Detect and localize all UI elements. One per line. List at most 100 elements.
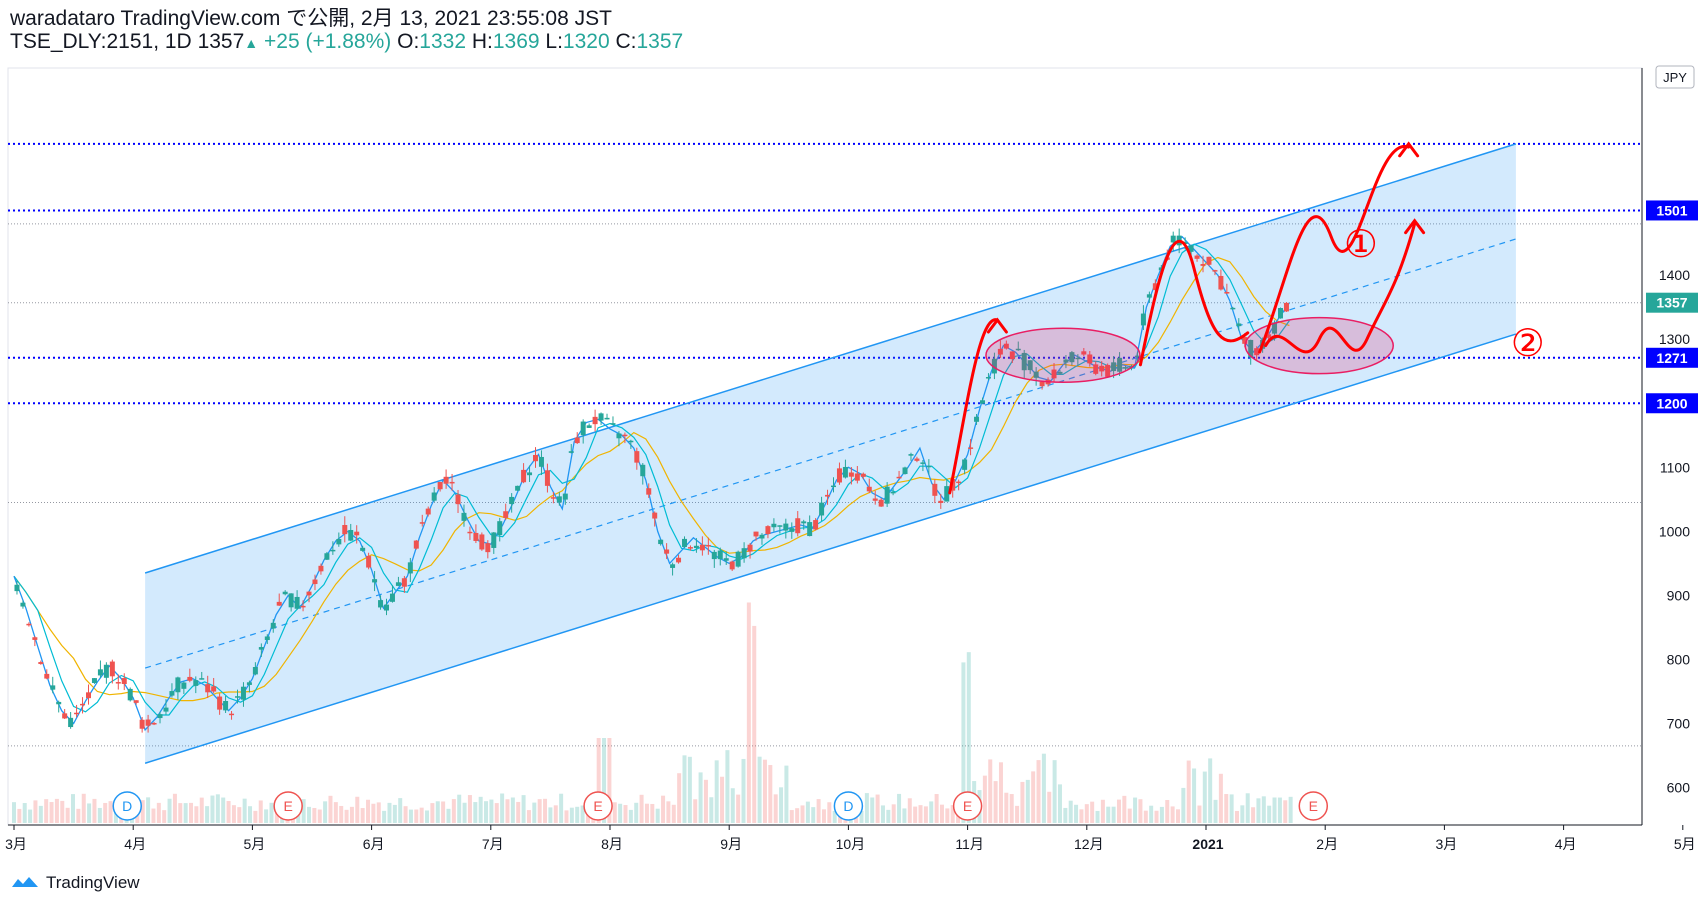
currency-badge[interactable] <box>1655 65 1695 89</box>
volume-bar <box>366 799 371 823</box>
candle-body <box>74 712 80 715</box>
tradingview-branding[interactable]: TradingView <box>10 873 140 893</box>
earnings-marker[interactable] <box>952 791 983 821</box>
volume-bar <box>12 802 16 823</box>
earnings-marker[interactable] <box>1298 791 1329 821</box>
volume-bar <box>671 804 676 823</box>
hand-drawn-path[interactable] <box>1138 239 1250 367</box>
candle-body <box>199 678 205 680</box>
channel-lower-line[interactable] <box>144 333 1517 764</box>
candle-body <box>425 508 431 515</box>
event-marker-label: E <box>1309 798 1318 814</box>
earnings-marker[interactable] <box>273 791 303 821</box>
candle-body <box>1069 352 1075 363</box>
candle-body <box>97 669 103 676</box>
volume-bar <box>961 662 966 823</box>
channel-upper-line[interactable] <box>144 143 1517 574</box>
candle-body <box>962 459 968 470</box>
candle-body <box>783 523 789 531</box>
candle-body <box>985 377 991 379</box>
volume-bar <box>682 755 687 823</box>
target-zone-ellipse[interactable] <box>1244 316 1394 375</box>
candle-body <box>1140 313 1146 326</box>
volume-bar <box>1133 797 1138 823</box>
volume-bar <box>408 809 413 823</box>
candle-body <box>789 528 795 532</box>
hand-drawn-path[interactable] <box>1258 145 1411 354</box>
volume-bar <box>108 801 113 823</box>
volume-bar <box>199 797 204 823</box>
price-chart[interactable]: ① ② 600 700 800 900 1000 1100 1200 1300 1400 1501 13… <box>0 0 1708 870</box>
volume-bar <box>1036 760 1041 823</box>
volume-bar <box>1224 794 1229 823</box>
candle-body <box>533 454 538 462</box>
candle-body <box>163 707 169 712</box>
candle-body <box>860 473 866 477</box>
price-label-text: 1357 <box>1656 295 1687 311</box>
volume-bar <box>425 810 430 823</box>
volume-bar <box>687 756 692 823</box>
candle-body <box>622 434 628 437</box>
time-tick-label: 5月 <box>244 836 266 852</box>
candle-body <box>872 498 878 501</box>
publish-info: waradataro TradingView.com で公開, 2月 13, 2… <box>10 7 612 30</box>
candle-body <box>133 700 139 703</box>
volume-bar <box>189 802 194 823</box>
candle-body <box>831 485 836 488</box>
dividend-marker[interactable] <box>112 791 142 821</box>
volume-bar <box>221 797 226 823</box>
earnings-marker[interactable] <box>583 791 613 821</box>
volume-bar <box>897 793 902 823</box>
volume-bar <box>76 808 81 823</box>
candle-body <box>378 600 384 608</box>
candle-body <box>366 555 372 568</box>
candle-body <box>1248 339 1254 358</box>
volume-bar <box>28 809 33 823</box>
candle-body <box>866 486 872 492</box>
candle-body <box>38 662 44 664</box>
candle-body <box>437 482 443 490</box>
candle-body <box>300 605 306 608</box>
time-tick-label: 8月 <box>601 836 623 852</box>
volume-bar <box>725 750 730 823</box>
candle-body <box>562 493 568 500</box>
hand-drawn-path[interactable] <box>948 318 999 495</box>
candle-body <box>431 492 437 501</box>
volume-bar <box>81 793 86 823</box>
candle-body <box>699 544 705 551</box>
candle-body <box>330 549 336 552</box>
volume-bar <box>864 793 869 823</box>
volume-bar <box>264 809 269 823</box>
candle-body <box>753 531 759 537</box>
time-tick-label: 11月 <box>955 836 984 852</box>
volume-bar <box>269 802 274 823</box>
candle-body <box>747 544 753 552</box>
candle-body <box>586 425 592 428</box>
candle-body <box>759 534 765 539</box>
volume-bar <box>1020 781 1025 823</box>
candle-body <box>109 661 115 677</box>
candle-body <box>1146 294 1152 298</box>
hand-drawn-path[interactable] <box>1264 222 1417 354</box>
candle-body <box>938 500 944 503</box>
consolidation-zone-ellipse[interactable] <box>985 327 1141 383</box>
candle-body <box>509 496 515 505</box>
tradingview-logo-icon <box>12 877 38 887</box>
volume-bar <box>1063 807 1068 823</box>
dividend-marker[interactable] <box>833 791 864 821</box>
candle-body <box>479 534 485 550</box>
volume-bar <box>720 776 725 823</box>
volume-bar <box>1213 799 1218 823</box>
volume-bar <box>97 807 102 823</box>
volume-bar <box>1267 805 1272 823</box>
candle-body <box>646 488 652 495</box>
candle-body <box>175 677 181 693</box>
volume-bar <box>38 805 43 823</box>
volume-bar <box>886 809 891 823</box>
volume-bar <box>167 798 172 823</box>
volume-bar <box>1009 794 1014 823</box>
volume-bar <box>618 803 623 823</box>
candle-body <box>711 551 717 560</box>
moving-average-mid-line <box>13 243 1290 716</box>
candle-body <box>115 682 121 684</box>
